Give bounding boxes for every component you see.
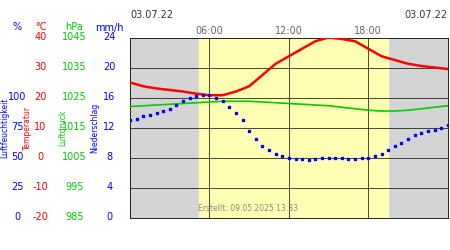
Text: %: % <box>13 22 22 32</box>
Text: 10: 10 <box>34 122 47 132</box>
Text: -20: -20 <box>32 212 49 222</box>
Text: 03.07.22: 03.07.22 <box>405 10 448 20</box>
Text: 1045: 1045 <box>62 32 86 42</box>
Text: mm/h: mm/h <box>95 22 124 32</box>
Text: 25: 25 <box>11 182 23 192</box>
Text: 24: 24 <box>103 32 116 42</box>
Text: 4: 4 <box>106 182 112 192</box>
Text: 1015: 1015 <box>62 122 86 132</box>
Text: 0: 0 <box>14 212 20 222</box>
Text: Niederschlag: Niederschlag <box>90 102 99 152</box>
Text: Luftdruck: Luftdruck <box>58 109 68 146</box>
Text: -10: -10 <box>32 182 49 192</box>
Text: 8: 8 <box>106 152 112 162</box>
Text: 50: 50 <box>11 152 23 162</box>
Text: 1005: 1005 <box>62 152 86 162</box>
Text: 30: 30 <box>34 62 47 72</box>
Text: 12: 12 <box>103 122 116 132</box>
Text: 1035: 1035 <box>62 62 86 72</box>
Bar <box>199 38 388 218</box>
Text: 40: 40 <box>34 32 47 42</box>
Text: 1025: 1025 <box>62 92 86 102</box>
Text: 0: 0 <box>106 212 112 222</box>
Text: hPa: hPa <box>65 22 83 32</box>
Text: 75: 75 <box>11 122 23 132</box>
Text: 03.07.22: 03.07.22 <box>130 10 173 20</box>
Text: Erstellt: 09.05.2025 13:33: Erstellt: 09.05.2025 13:33 <box>198 204 297 213</box>
Text: 100: 100 <box>8 92 26 102</box>
Text: 20: 20 <box>103 62 116 72</box>
Text: 16: 16 <box>103 92 116 102</box>
Text: 0: 0 <box>37 152 44 162</box>
Text: Temperatur: Temperatur <box>23 106 32 150</box>
Text: 985: 985 <box>65 212 84 222</box>
Text: °C: °C <box>35 22 46 32</box>
Text: 20: 20 <box>34 92 47 102</box>
Text: Luftfeuchtigkeit: Luftfeuchtigkeit <box>0 97 9 158</box>
Text: 995: 995 <box>65 182 84 192</box>
